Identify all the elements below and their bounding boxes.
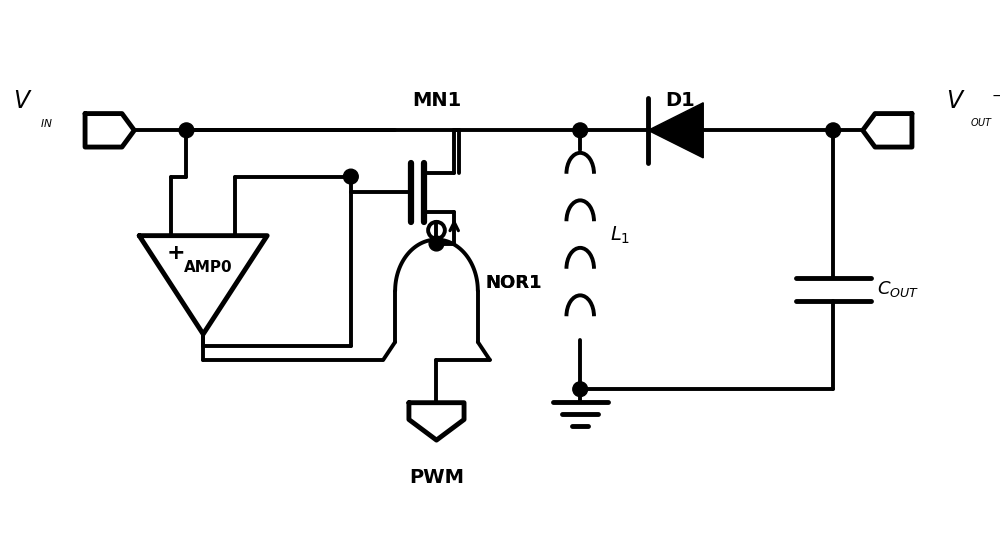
Text: $V$: $V$	[13, 89, 33, 113]
Polygon shape	[648, 103, 703, 158]
Text: $_{OUT}$: $_{OUT}$	[970, 116, 994, 129]
Text: MN1: MN1	[412, 91, 461, 110]
Circle shape	[573, 382, 588, 397]
Text: $L_1$: $L_1$	[610, 225, 630, 246]
Text: D1: D1	[666, 91, 695, 110]
Text: NOR1: NOR1	[486, 274, 542, 292]
Text: +: +	[166, 243, 185, 263]
Circle shape	[826, 123, 841, 138]
Text: $C_{OUT}$: $C_{OUT}$	[877, 279, 920, 299]
Text: $V$: $V$	[946, 89, 966, 113]
Circle shape	[179, 123, 194, 138]
Circle shape	[343, 169, 358, 184]
Text: PWM: PWM	[409, 468, 464, 487]
Text: $^{-}$: $^{-}$	[991, 91, 1000, 110]
Text: AMP0: AMP0	[184, 260, 232, 275]
Circle shape	[429, 236, 444, 251]
Text: NOR1: NOR1	[486, 274, 542, 292]
Circle shape	[573, 123, 588, 138]
Text: $_{IN}$: $_{IN}$	[40, 115, 53, 130]
